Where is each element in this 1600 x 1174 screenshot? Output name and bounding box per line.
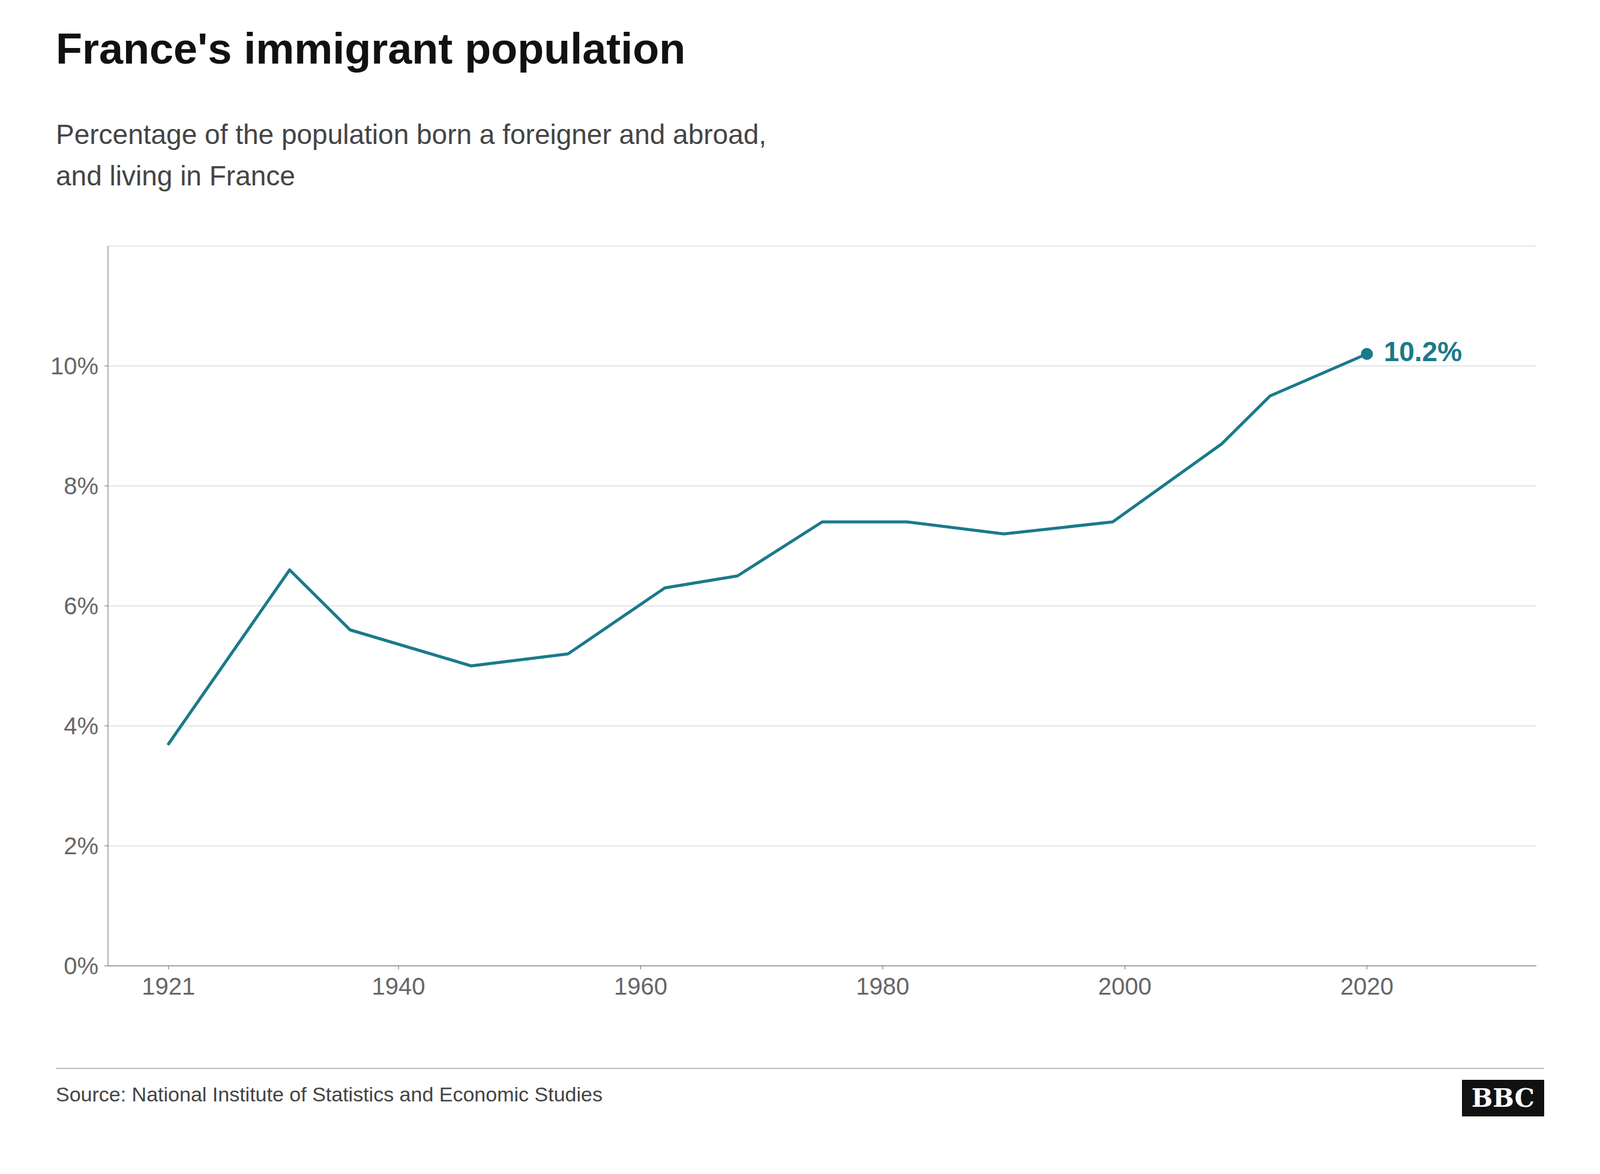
svg-text:1960: 1960	[613, 973, 668, 1000]
html-text:BBC: BBC	[1471, 1083, 1535, 1114]
svg-text:0%: 0%	[63, 953, 99, 980]
svg-text:1940: 1940	[372, 973, 426, 1000]
svg-text:2%: 2%	[63, 833, 99, 860]
svg-text:2020: 2020	[1340, 973, 1394, 1000]
html-text:and living in France: and living in France	[55, 160, 296, 192]
svg-text:4%: 4%	[63, 712, 99, 740]
html-text:Percentage of the population b: Percentage of the population born a fore…	[55, 118, 767, 151]
html-text:France's immigrant population: France's immigrant population	[55, 24, 686, 73]
svg-text:1980: 1980	[855, 973, 910, 1000]
svg-text:6%: 6%	[63, 592, 99, 620]
svg-text:8%: 8%	[63, 472, 99, 500]
svg-text:1921: 1921	[141, 973, 196, 1000]
svg-text:2000: 2000	[1098, 973, 1152, 1000]
svg-text:10%: 10%	[50, 352, 99, 380]
svg-text:10.2%: 10.2%	[1383, 336, 1462, 368]
html-text:Source: National Institute of: Source: National Institute of Statistics…	[55, 1083, 603, 1107]
